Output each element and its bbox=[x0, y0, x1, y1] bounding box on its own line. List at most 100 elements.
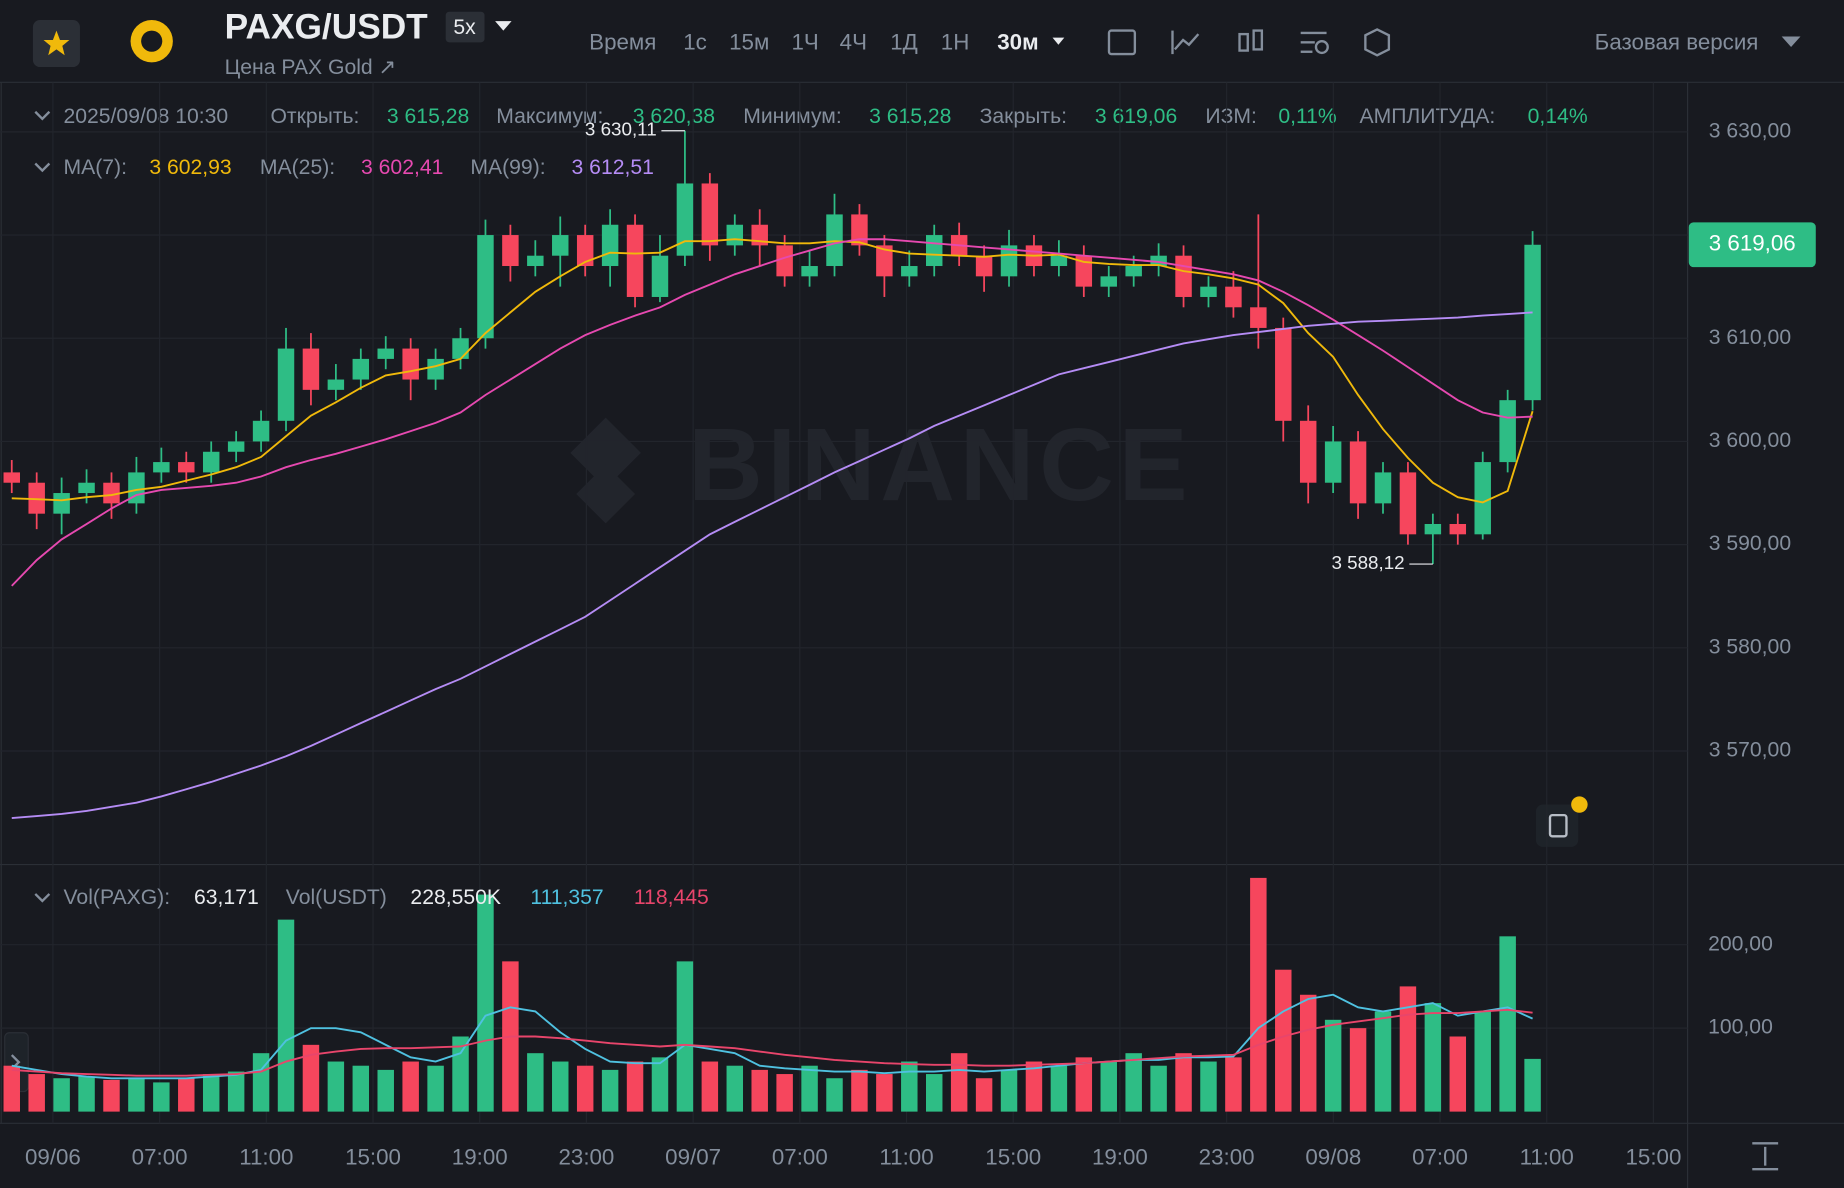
candle-body bbox=[626, 224, 644, 297]
candle-body bbox=[1200, 286, 1217, 297]
volume-ma-line bbox=[11, 1008, 1533, 1077]
info-value: 3 620,38 bbox=[633, 105, 715, 128]
chevron[interactable] bbox=[34, 893, 51, 903]
marker-label: 3 630,11 bbox=[585, 119, 657, 140]
leverage[interactable]: 5x bbox=[453, 16, 476, 39]
volume-bar bbox=[1299, 994, 1317, 1112]
volume-ma-value: 118,445 bbox=[634, 886, 709, 909]
toolbar-icons bbox=[1107, 28, 1391, 57]
top-bar bbox=[0, 0, 1844, 83]
candle-body bbox=[1524, 244, 1541, 401]
candle-body bbox=[1125, 266, 1142, 277]
candle-body bbox=[1000, 245, 1018, 277]
interval[interactable]: 15м bbox=[729, 29, 769, 54]
icon-candles-2[interactable] bbox=[1252, 29, 1264, 51]
candle-body bbox=[128, 472, 145, 504]
interval[interactable]: Время bbox=[589, 29, 656, 54]
volume-bar bbox=[28, 1074, 45, 1112]
volume-ma-line bbox=[11, 993, 1533, 1080]
volume-bar bbox=[1200, 1061, 1217, 1112]
candle-body bbox=[1349, 441, 1367, 504]
candle-body bbox=[252, 420, 270, 442]
volume-bar bbox=[1349, 1028, 1367, 1112]
candle-body bbox=[776, 245, 793, 277]
volume-bar bbox=[826, 1078, 843, 1112]
candle-body bbox=[452, 338, 469, 359]
info-label: АМПЛИТУДА: bbox=[1359, 105, 1495, 128]
volume-bar bbox=[1424, 1003, 1442, 1112]
volume-bar bbox=[751, 1069, 768, 1112]
volume-bar bbox=[302, 1044, 320, 1112]
volume-bar bbox=[252, 1053, 270, 1112]
subtitle[interactable]: Цена PAX Gold ↗ bbox=[225, 56, 397, 79]
interval[interactable]: 4Ч bbox=[840, 29, 867, 54]
volume-bar bbox=[1025, 1061, 1043, 1112]
x-tick-label: 07:00 bbox=[132, 1144, 188, 1169]
volume-ma-value: 111,357 bbox=[530, 886, 603, 909]
interval-arrow[interactable] bbox=[1052, 37, 1065, 45]
candle-body bbox=[901, 266, 918, 277]
dropdown-arrow[interactable] bbox=[495, 21, 512, 31]
interval[interactable]: 1Н bbox=[941, 29, 970, 54]
volume-bar bbox=[552, 1061, 569, 1112]
x-tick-label: 19:00 bbox=[1092, 1144, 1148, 1169]
candle-body bbox=[1449, 523, 1467, 535]
candle-body bbox=[601, 224, 619, 267]
volume-bar bbox=[1374, 1011, 1392, 1112]
interval[interactable]: 1с bbox=[683, 29, 707, 54]
volume-bar bbox=[1399, 986, 1417, 1112]
volume-bar bbox=[402, 1061, 419, 1112]
interval[interactable]: 30м bbox=[997, 29, 1038, 54]
candle-body bbox=[1225, 286, 1242, 308]
icon-candles[interactable] bbox=[1238, 32, 1249, 52]
volume-legend-label: Vol(PAXG): bbox=[64, 886, 171, 909]
volume-bar bbox=[527, 1053, 544, 1112]
chevron[interactable] bbox=[34, 162, 51, 173]
x-tick-label: 19:00 bbox=[452, 1144, 508, 1169]
candle-body bbox=[3, 472, 20, 483]
candle-body bbox=[552, 235, 569, 256]
icon-line[interactable] bbox=[1173, 33, 1200, 51]
y-tick-label: 3 600,00 bbox=[1709, 429, 1791, 452]
x-tick-label: 15:00 bbox=[1625, 1144, 1681, 1169]
candle-body bbox=[78, 482, 95, 494]
candle-body bbox=[327, 379, 345, 390]
x-tick-label: 09/08 bbox=[1305, 1144, 1361, 1169]
x-tick-label: 11:00 bbox=[239, 1144, 293, 1169]
info-label: Максимум: bbox=[496, 105, 603, 128]
version-switch[interactable]: Базовая версия bbox=[1595, 29, 1759, 54]
candle-body bbox=[1050, 255, 1068, 267]
candle-body bbox=[801, 266, 818, 277]
interval[interactable]: 1Д bbox=[890, 29, 918, 54]
candle-body bbox=[53, 493, 70, 514]
watermark-logo bbox=[570, 417, 641, 524]
candle-body bbox=[1424, 523, 1442, 535]
candle-body bbox=[1175, 255, 1192, 297]
volume-bar bbox=[1125, 1053, 1142, 1112]
chevron[interactable] bbox=[34, 110, 51, 121]
ma-legend-value: 3 602,41 bbox=[361, 156, 443, 179]
candle-body bbox=[651, 255, 669, 297]
icon-calendar[interactable] bbox=[1107, 29, 1137, 56]
volume-bar bbox=[651, 1057, 669, 1112]
leverage-badge bbox=[445, 11, 485, 43]
info-label: Минимум: bbox=[743, 105, 841, 128]
volume-bar bbox=[1474, 1011, 1491, 1112]
candle-body bbox=[352, 358, 370, 380]
volume-bar bbox=[1449, 1036, 1467, 1112]
volume-bar bbox=[427, 1065, 444, 1112]
favorite-button[interactable] bbox=[32, 19, 80, 68]
volume-bar bbox=[3, 1065, 20, 1112]
candle-body bbox=[427, 358, 444, 380]
icon-hex[interactable] bbox=[1364, 28, 1391, 57]
candle-body bbox=[202, 451, 220, 473]
volume-legend-value: 63,171 bbox=[194, 886, 259, 909]
dropdown-arrow[interactable] bbox=[1781, 36, 1801, 48]
interval[interactable]: 1Ч bbox=[791, 29, 818, 54]
button-bg bbox=[1535, 804, 1579, 847]
x-tick-label: 07:00 bbox=[772, 1144, 828, 1169]
scale-button[interactable] bbox=[1752, 1142, 1779, 1171]
volume-bar bbox=[1000, 1069, 1018, 1112]
volume-bar bbox=[1050, 1065, 1068, 1112]
symbol[interactable]: PAXG/USDT bbox=[225, 8, 429, 47]
